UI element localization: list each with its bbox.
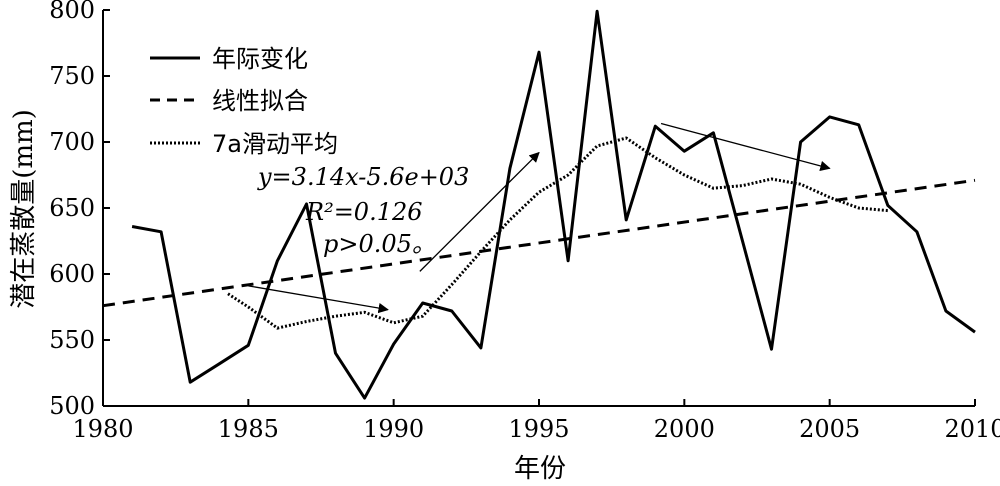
y-axis-title: 潜在蒸散量(mm): [9, 109, 39, 309]
legend: 年际变化 线性拟合 7a滑动平均: [150, 45, 338, 158]
x-tick-label: 2010: [944, 415, 1000, 443]
series-line-annual: [131, 9, 976, 400]
x-axis-title: 年份: [514, 454, 566, 484]
series-layer: [102, 9, 976, 400]
y-ticks: 500 550 600 650 700 750 800: [49, 0, 110, 420]
x-tick-label: 1990: [363, 415, 424, 443]
r-squared-annotation: R²=0.126: [305, 198, 423, 226]
annotation-arrows: [248, 122, 831, 314]
x-tick-label: 2000: [654, 415, 715, 443]
y-tick-label: 600: [49, 260, 95, 288]
legend-label-moving-average: 7a滑动平均: [212, 130, 338, 158]
y-tick-label: 550: [49, 326, 95, 354]
x-tick-label: 2005: [799, 415, 860, 443]
p-value-annotation: p>0.05。: [323, 230, 436, 258]
series-line-moving-average: [227, 136, 888, 330]
series-line-linear-fit: [102, 178, 976, 308]
legend-label-annual: 年际变化: [212, 45, 308, 73]
x-ticks: 1980 1985 1990 1995 2000 2005 2010: [72, 399, 1000, 443]
trend-arrow: [248, 285, 389, 314]
legend-label-linear-fit: 线性拟合: [212, 87, 308, 115]
y-tick-label: 750: [49, 62, 95, 90]
y-tick-label: 650: [49, 194, 95, 222]
regression-equation: y=3.14x-5.6e+03: [257, 163, 469, 191]
x-tick-label: 1980: [72, 415, 133, 443]
y-tick-label: 800: [49, 0, 95, 24]
x-tick-label: 1995: [508, 415, 569, 443]
trend-arrow: [419, 151, 540, 272]
x-tick-label: 1985: [218, 415, 279, 443]
y-tick-label: 700: [49, 128, 95, 156]
trend-arrow: [660, 122, 831, 172]
y-tick-label: 500: [49, 392, 95, 420]
